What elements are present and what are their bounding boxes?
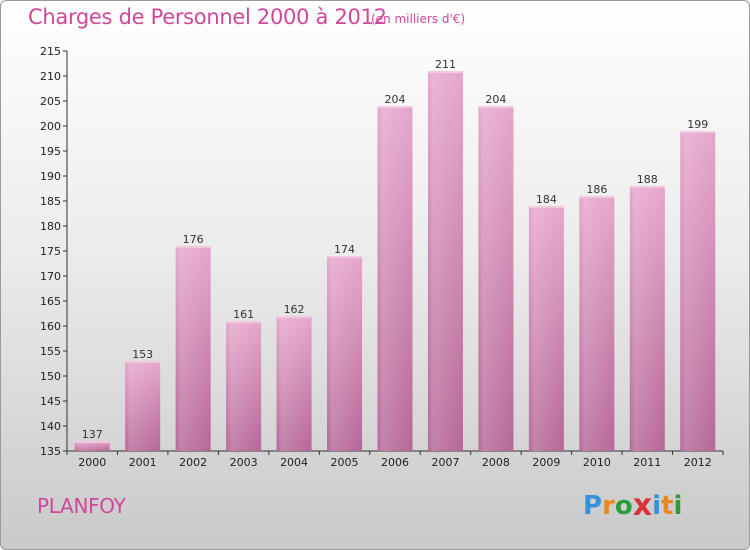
data-label: 188 xyxy=(637,173,658,186)
bar-shine xyxy=(327,256,363,451)
chart-unit: (en milliers d'€) xyxy=(371,12,466,26)
bar-2011 xyxy=(629,186,665,451)
logo-letter: o xyxy=(614,491,633,521)
y-tick-label: 210 xyxy=(40,70,61,83)
y-tick-label: 215 xyxy=(40,45,61,58)
data-label: 186 xyxy=(586,183,607,196)
y-tick-label: 135 xyxy=(40,445,61,458)
bar-top xyxy=(579,196,615,198)
bar-top xyxy=(125,361,161,363)
bar-top xyxy=(175,246,211,248)
place-name: PLANFOY xyxy=(37,494,126,518)
bar-top xyxy=(680,131,716,133)
logo-letter: i xyxy=(652,491,662,521)
y-tick-label: 205 xyxy=(40,95,61,108)
y-tick-label: 175 xyxy=(40,245,61,258)
y-tick-label: 165 xyxy=(40,295,61,308)
bar-2009 xyxy=(528,206,564,451)
x-tick-label: 2006 xyxy=(381,456,409,469)
bar-top xyxy=(226,321,262,323)
x-tick-label: 2002 xyxy=(179,456,207,469)
data-label: 176 xyxy=(183,233,204,246)
bar-2000 xyxy=(74,441,110,451)
bar-shine xyxy=(226,321,262,451)
bar-top xyxy=(528,206,564,208)
bars xyxy=(74,71,716,451)
proxiti-logo[interactable]: Proxiti xyxy=(583,487,683,523)
bar-top xyxy=(377,106,413,108)
bar-top xyxy=(478,106,514,108)
y-tick-label: 140 xyxy=(40,420,61,433)
bar-shine xyxy=(175,246,211,451)
chart-title: Charges de Personnel 2000 à 2012 xyxy=(28,5,387,29)
data-label: 204 xyxy=(485,93,506,106)
bar-2001 xyxy=(125,361,161,451)
y-tick-label: 190 xyxy=(40,170,61,183)
data-label: 174 xyxy=(334,243,355,256)
bar-shine xyxy=(629,186,665,451)
bar-shine xyxy=(478,106,514,451)
data-label: 199 xyxy=(687,118,708,131)
data-label: 137 xyxy=(82,428,103,441)
x-tick-label: 2004 xyxy=(280,456,308,469)
x-tick-label: 2005 xyxy=(331,456,359,469)
y-tick-label: 155 xyxy=(40,345,61,358)
logo-letter: i xyxy=(673,491,683,521)
bar-top xyxy=(629,186,665,188)
x-tick-label: 2001 xyxy=(129,456,157,469)
data-label: 153 xyxy=(132,348,153,361)
bar-shine xyxy=(427,71,463,451)
bar-shine xyxy=(680,131,716,451)
x-tick-label: 2008 xyxy=(482,456,510,469)
y-tick-label: 160 xyxy=(40,320,61,333)
y-tick-label: 145 xyxy=(40,395,61,408)
x-tick-label: 2000 xyxy=(78,456,106,469)
bar-2005 xyxy=(327,256,363,451)
y-tick-label: 150 xyxy=(40,370,61,383)
y-axis: 135 140 145 150 155 160 165 170 175 180 185 190 195 2… xyxy=(40,45,68,458)
bar-shine xyxy=(276,316,312,451)
data-label: 204 xyxy=(385,93,406,106)
bar-top xyxy=(427,71,463,73)
data-label: 184 xyxy=(536,193,557,206)
bar-shine xyxy=(125,361,161,451)
bar-top xyxy=(327,256,363,258)
y-tick-label: 200 xyxy=(40,120,61,133)
x-tick-label: 2009 xyxy=(532,456,560,469)
x-tick-label: 2007 xyxy=(431,456,459,469)
y-tick-label: 185 xyxy=(40,195,61,208)
data-label: 211 xyxy=(435,58,456,71)
bar-shine xyxy=(377,106,413,451)
x-tick-label: 2011 xyxy=(633,456,661,469)
bar-2007 xyxy=(427,71,463,451)
bar-2003 xyxy=(226,321,262,451)
x-tick-label: 2003 xyxy=(230,456,258,469)
bar-2006 xyxy=(377,106,413,451)
bar-2012 xyxy=(680,131,716,451)
y-tick-label: 195 xyxy=(40,145,61,158)
bar-2002 xyxy=(175,246,211,451)
x-tick-label: 2012 xyxy=(684,456,712,469)
bar-top xyxy=(276,316,312,318)
data-label: 162 xyxy=(284,303,305,316)
x-tick-label: 2010 xyxy=(583,456,611,469)
bar-2008 xyxy=(478,106,514,451)
y-tick-label: 170 xyxy=(40,270,61,283)
data-label: 161 xyxy=(233,308,254,321)
y-tick-label: 180 xyxy=(40,220,61,233)
bar-2004 xyxy=(276,316,312,451)
bar-top xyxy=(74,441,110,443)
bar-2010 xyxy=(579,196,615,451)
data-labels: 137 153 176 161 162 174 204 211 204 184 186 188 199 xyxy=(82,58,709,441)
bar-shine xyxy=(579,196,615,451)
bar-shine xyxy=(74,441,110,451)
logo-letter: r xyxy=(602,491,615,521)
logo-letter: t xyxy=(661,491,674,521)
x-axis: 2000 2001 2002 2003 2004 2005 2006 2007 2008 2009… xyxy=(66,450,724,469)
logo-letter: P xyxy=(583,491,603,521)
logo-letter: x xyxy=(632,488,653,523)
bar-shine xyxy=(528,206,564,451)
